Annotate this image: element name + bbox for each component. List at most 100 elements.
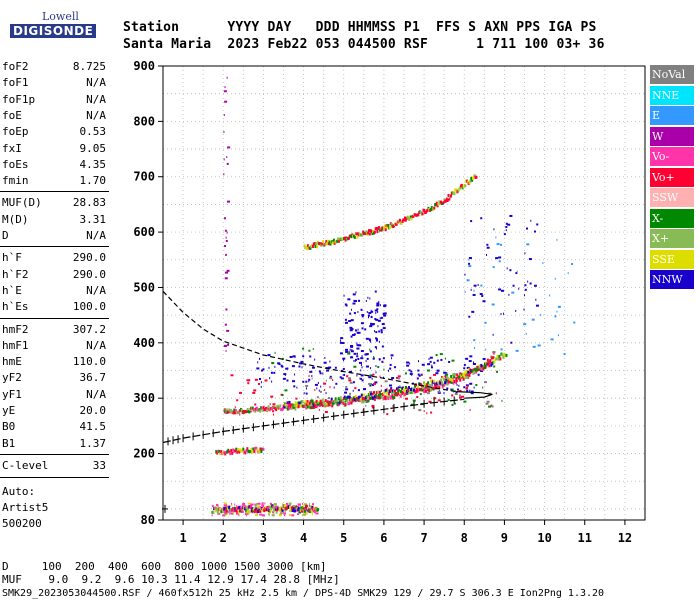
autoscale-code: 500200 bbox=[2, 517, 42, 530]
trace-point bbox=[331, 404, 334, 408]
trace-point bbox=[422, 386, 425, 390]
echo-point bbox=[500, 348, 503, 351]
echo-point bbox=[430, 411, 433, 414]
param-value: 290.0 bbox=[72, 267, 106, 281]
param-value: 28.83 bbox=[72, 196, 106, 210]
trace-point bbox=[450, 375, 453, 379]
x-tick-label: 4 bbox=[300, 531, 307, 545]
echo-point bbox=[437, 391, 441, 394]
trace-point bbox=[291, 508, 294, 512]
legend-vo: Vo- bbox=[650, 147, 694, 166]
trace-point bbox=[452, 373, 455, 377]
x-tick-label: 10 bbox=[537, 531, 551, 545]
trace-point bbox=[236, 510, 239, 514]
logo-digisonde: DIGISONDE bbox=[10, 24, 97, 38]
trace-point bbox=[261, 447, 264, 451]
trace-point bbox=[289, 403, 292, 407]
trace-point bbox=[311, 245, 314, 249]
trace-point bbox=[250, 505, 253, 509]
echo-point bbox=[286, 379, 289, 382]
echo-point bbox=[261, 504, 263, 507]
trace-point bbox=[226, 450, 229, 454]
y-tick-label: 900 bbox=[133, 59, 155, 73]
trace-point bbox=[461, 375, 464, 379]
trace-point bbox=[469, 368, 472, 372]
echo-point bbox=[308, 349, 311, 352]
trace-point bbox=[219, 507, 222, 511]
echo-point bbox=[482, 357, 486, 360]
echo-point bbox=[431, 364, 433, 367]
trace-point bbox=[308, 401, 311, 405]
trace-point bbox=[255, 446, 258, 450]
trace-point bbox=[398, 391, 401, 395]
trace-point bbox=[377, 393, 380, 397]
param-value: 9.05 bbox=[79, 141, 107, 155]
echo-point bbox=[334, 366, 337, 369]
trace-point bbox=[233, 408, 236, 412]
echo-point bbox=[309, 355, 312, 358]
echo-point bbox=[364, 328, 367, 331]
echo-point bbox=[378, 358, 381, 361]
echo-point bbox=[226, 512, 229, 515]
trace-point bbox=[343, 395, 346, 399]
trace-point bbox=[459, 378, 462, 382]
trace-point bbox=[336, 239, 339, 243]
echo-point bbox=[445, 373, 449, 376]
trace-point bbox=[435, 201, 438, 205]
echo-point bbox=[534, 284, 537, 287]
trace-point bbox=[376, 390, 379, 394]
trace-point bbox=[251, 507, 254, 511]
trace-point bbox=[240, 449, 243, 453]
param-fof2: foF2 8.725 bbox=[2, 60, 106, 76]
trace-point bbox=[221, 452, 224, 456]
legend-noval: NoVal bbox=[650, 65, 694, 84]
trace-point bbox=[380, 394, 383, 398]
trace-point bbox=[396, 388, 399, 392]
echo-point bbox=[354, 387, 357, 390]
trace-point bbox=[413, 388, 416, 392]
trace-point bbox=[408, 386, 411, 390]
echo-point bbox=[389, 367, 392, 370]
trace-point bbox=[317, 508, 320, 512]
echo-point bbox=[527, 280, 529, 283]
trace-point bbox=[244, 451, 247, 455]
echo-point bbox=[417, 373, 420, 376]
echo-point bbox=[280, 364, 283, 367]
echo-point bbox=[445, 378, 449, 381]
trace-point bbox=[275, 508, 278, 512]
trace-point bbox=[286, 407, 289, 411]
echo-point bbox=[370, 393, 374, 396]
trace-point bbox=[475, 370, 478, 374]
param-fof1: foF1 N/A bbox=[2, 76, 106, 92]
echo-point bbox=[556, 310, 558, 313]
trace-point bbox=[349, 398, 352, 402]
echo-point bbox=[515, 272, 518, 275]
trace-point bbox=[486, 358, 489, 362]
echo-point bbox=[318, 370, 321, 373]
echo-point bbox=[381, 360, 384, 363]
legend-nnw: NNW bbox=[650, 270, 694, 289]
trace-point bbox=[444, 380, 447, 384]
trace-point bbox=[281, 407, 284, 411]
echo-point bbox=[480, 370, 484, 373]
echo-point bbox=[380, 316, 383, 319]
trace-point bbox=[261, 508, 264, 512]
trace-point bbox=[404, 218, 407, 222]
trace-point bbox=[491, 356, 494, 360]
echo-point bbox=[324, 388, 326, 391]
param-fxi: fxI 9.05 bbox=[2, 142, 106, 158]
trace-point bbox=[323, 402, 326, 406]
trace-point bbox=[443, 378, 446, 382]
echo-point bbox=[378, 301, 380, 304]
param-ye: yE 20.0 bbox=[2, 404, 106, 420]
echo-point bbox=[437, 390, 441, 393]
echo-point bbox=[369, 297, 371, 300]
trace-point bbox=[434, 382, 437, 386]
echo-point bbox=[495, 236, 497, 239]
trace-point bbox=[293, 404, 296, 408]
trace-point bbox=[367, 399, 370, 403]
echo-point bbox=[377, 325, 379, 328]
echo-point bbox=[285, 367, 289, 370]
trace-point bbox=[401, 386, 404, 390]
echo-point bbox=[312, 347, 314, 350]
